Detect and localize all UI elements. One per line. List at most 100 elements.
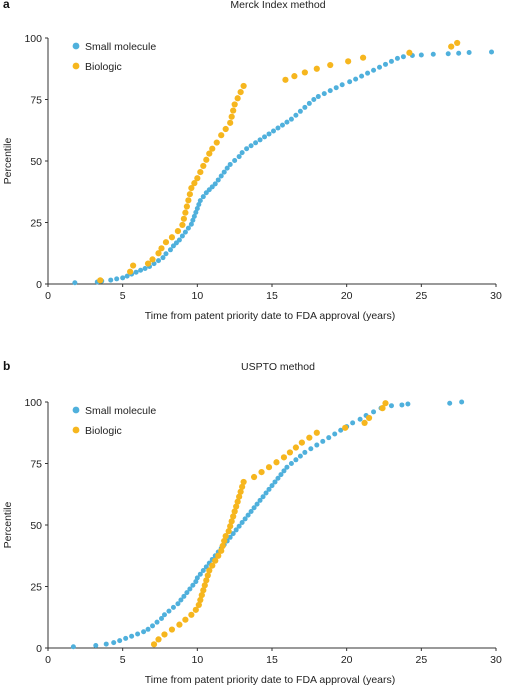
data-point (154, 619, 160, 625)
data-point (186, 191, 193, 198)
data-point (284, 119, 290, 125)
data-point (333, 85, 339, 91)
data-point (233, 527, 239, 533)
legend-marker (72, 406, 80, 414)
data-point (181, 593, 187, 599)
data-point (179, 221, 186, 229)
data-point (138, 267, 144, 273)
data-point (195, 601, 202, 609)
data-point (135, 631, 141, 637)
data-point (124, 273, 130, 279)
data-point (142, 266, 148, 272)
data-point (161, 612, 167, 618)
data-point (192, 606, 199, 613)
data-point (200, 587, 207, 594)
data-point (144, 260, 152, 267)
data-point (184, 590, 190, 596)
data-point (231, 508, 238, 515)
data-point (320, 438, 326, 444)
data-point (406, 49, 413, 56)
data-point (298, 439, 305, 446)
series-small-molecule (72, 49, 495, 286)
panel-label: a (3, 0, 10, 11)
data-point (203, 577, 210, 584)
data-point (162, 239, 170, 246)
data-point (185, 225, 191, 231)
data-point (405, 401, 411, 407)
data-point (197, 168, 204, 176)
data-point (230, 107, 237, 114)
data-point (187, 586, 193, 592)
legend-label: Small molecule (85, 41, 156, 53)
data-point (260, 494, 266, 500)
data-point (180, 215, 187, 222)
x-tick-label: 10 (191, 654, 203, 666)
data-point (275, 125, 281, 131)
y-tick-label: 100 (24, 33, 42, 45)
data-point (284, 464, 290, 470)
data-point (263, 490, 269, 496)
data-point (388, 403, 394, 409)
legend-label: Biologic (85, 61, 122, 73)
data-point (166, 608, 172, 614)
data-point (400, 54, 406, 60)
x-tick-label: 10 (191, 290, 203, 302)
series-small-molecule (70, 399, 465, 650)
data-point (250, 473, 258, 481)
data-point (222, 125, 229, 133)
data-point (314, 442, 320, 448)
data-point (167, 247, 173, 253)
data-point (70, 644, 76, 650)
data-point (382, 61, 388, 67)
data-point (308, 446, 314, 452)
data-point (215, 552, 222, 559)
data-point (326, 435, 332, 441)
data-point (418, 52, 424, 58)
data-point (168, 234, 176, 241)
data-point (93, 643, 99, 649)
data-point (379, 405, 386, 412)
data-point (353, 76, 359, 82)
data-point (213, 139, 220, 146)
data-point (248, 143, 254, 149)
data-point (194, 575, 200, 581)
legend-marker (72, 42, 80, 50)
data-point (182, 209, 189, 216)
data-point (197, 198, 203, 204)
data-point (265, 464, 273, 471)
data-point (245, 512, 251, 518)
data-point (240, 478, 247, 486)
data-point (232, 158, 238, 164)
data-point (286, 449, 294, 456)
data-point (357, 416, 363, 422)
data-point (156, 258, 162, 264)
data-point (345, 58, 352, 65)
legend-marker (72, 62, 80, 70)
data-point (456, 50, 462, 56)
data-point (178, 597, 184, 603)
data-point (279, 122, 285, 128)
data-point (183, 203, 190, 210)
data-point (141, 629, 147, 635)
data-point (227, 119, 234, 126)
x-tick-label: 20 (341, 654, 353, 666)
data-point (200, 162, 207, 170)
data-point (196, 202, 202, 208)
data-point (278, 472, 284, 478)
data-point (194, 175, 201, 182)
data-point (445, 51, 451, 57)
legend: Small molecule Biologic (72, 405, 156, 437)
series-biologic (97, 39, 461, 284)
y-axis-label: Percentile (2, 138, 14, 185)
data-point (209, 145, 216, 152)
data-point (190, 582, 196, 588)
data-point (359, 54, 367, 61)
data-point (221, 537, 228, 545)
data-point (244, 146, 250, 152)
data-point (225, 528, 232, 535)
data-point (117, 638, 123, 644)
x-tick-label: 15 (266, 290, 278, 302)
data-point (281, 468, 287, 474)
x-tick-label: 5 (120, 654, 126, 666)
